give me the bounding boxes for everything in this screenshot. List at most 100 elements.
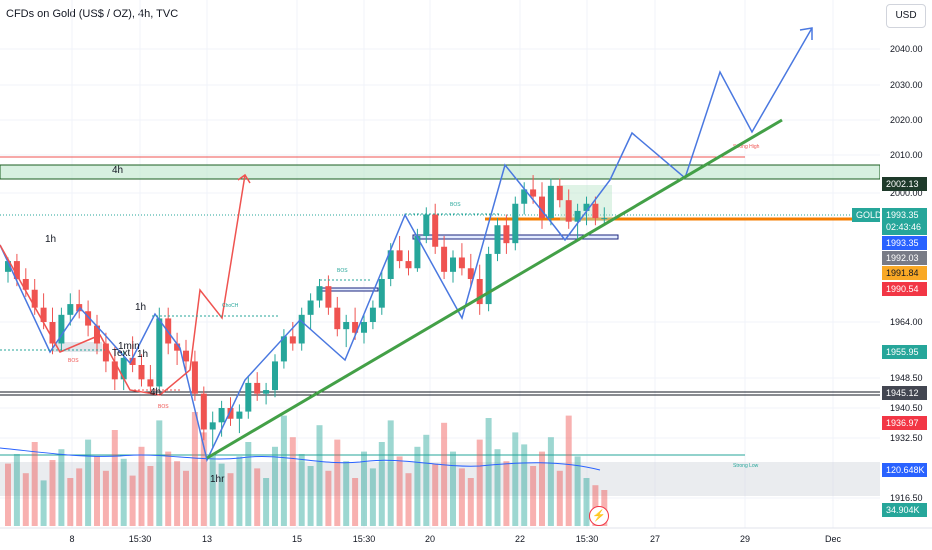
candle <box>556 178 563 208</box>
price-label-level-1945: 1945.12 <box>882 386 927 400</box>
svg-text:1991.84: 1991.84 <box>886 268 919 278</box>
grid <box>0 0 880 528</box>
volume-bar <box>530 466 537 526</box>
volume-bar <box>191 412 198 526</box>
svg-text:120.648K: 120.648K <box>886 465 925 475</box>
volume-bar <box>521 444 528 526</box>
volume-bar <box>236 456 243 526</box>
price-tick: 2030.00 <box>890 80 923 90</box>
volume-bar <box>352 478 359 526</box>
projection-path[interactable] <box>0 27 813 463</box>
ann-1h-b: 1h <box>135 302 146 313</box>
time-axis[interactable] <box>0 528 880 550</box>
strong-low-zone[interactable] <box>0 462 880 496</box>
volume-bar <box>40 480 47 526</box>
price-label-volume-last: 34.904K <box>882 503 927 517</box>
candle <box>49 307 56 355</box>
svg-text:1945.12: 1945.12 <box>886 388 919 398</box>
candle <box>174 332 181 365</box>
time-axis-ticks: 8 15:30 13 15 15:30 20 22 15:30 27 29 Dec <box>69 534 841 544</box>
volume-bar <box>254 468 261 526</box>
trendline[interactable] <box>206 118 783 460</box>
time-tick: Dec <box>825 534 842 544</box>
volume-bar <box>325 470 332 526</box>
volume-bar <box>307 466 314 526</box>
candle <box>120 350 127 391</box>
volume-bar <box>120 458 127 526</box>
volume-bar <box>405 473 412 526</box>
time-tick: 15:30 <box>129 534 152 544</box>
price-label-volume-ma: 120.648K <box>882 463 927 477</box>
time-tick: 27 <box>650 534 660 544</box>
volume-bar <box>512 432 519 526</box>
volume-bar <box>458 468 465 526</box>
volume-bar <box>31 442 38 526</box>
volume-bar <box>22 473 29 526</box>
volume-bar <box>503 461 510 526</box>
volume-bar <box>361 451 367 526</box>
svg-text:1993.35: 1993.35 <box>886 238 919 248</box>
candle <box>236 404 243 434</box>
svg-text:1936.97: 1936.97 <box>886 418 919 428</box>
candle <box>485 246 492 312</box>
candle <box>138 354 145 387</box>
ann-1min: 1min <box>118 341 140 352</box>
svg-text:GOLD: GOLD <box>856 210 882 220</box>
price-label-gray-price: 1992.03 <box>882 251 927 265</box>
candle <box>218 400 225 437</box>
candle <box>574 203 581 240</box>
tradingview-logo-icon[interactable]: ⚡ <box>589 506 609 526</box>
volume-bar <box>280 415 287 526</box>
svg-text:1990.54: 1990.54 <box>886 284 919 294</box>
candle <box>467 253 474 287</box>
price-tick: 2040.00 <box>890 44 923 54</box>
candle <box>183 339 189 373</box>
candle <box>58 307 65 351</box>
candle <box>334 296 341 337</box>
volume-bar <box>174 461 181 526</box>
candles <box>5 175 608 448</box>
candle <box>147 365 154 394</box>
supply-zone[interactable] <box>0 164 881 180</box>
volume-bars <box>5 412 608 526</box>
price-tick: 2010.00 <box>890 150 923 160</box>
strong-high-label: Strong High <box>733 144 760 150</box>
candle <box>156 307 163 391</box>
candle <box>245 375 252 419</box>
candle <box>263 382 270 405</box>
volume-bar <box>316 425 323 526</box>
time-tick: 15:30 <box>353 534 376 544</box>
candle <box>441 236 448 279</box>
volume-bar <box>485 418 492 526</box>
currency-button[interactable]: USD <box>886 4 926 28</box>
candle <box>200 386 207 441</box>
volume-bar <box>85 439 92 526</box>
volume-bar <box>156 420 163 526</box>
ann-text: Text <box>112 348 131 359</box>
svg-text:2002.13: 2002.13 <box>886 179 919 189</box>
candle <box>378 271 385 315</box>
volume-bar <box>129 475 136 526</box>
ann-4h: 4h <box>112 165 123 176</box>
volume-bar <box>49 460 56 526</box>
candle <box>476 264 483 315</box>
candle <box>494 218 501 262</box>
chart-title: CFDs on Gold (US$ / OZ), 4h, TVC <box>6 8 179 20</box>
candle <box>76 289 83 319</box>
candle <box>432 203 439 254</box>
svg-text:1955.95: 1955.95 <box>886 347 919 357</box>
candle <box>316 279 323 308</box>
volume-bar <box>76 468 83 526</box>
time-tick: 15:30 <box>576 534 599 544</box>
volume-bar <box>592 485 599 526</box>
volume-bar <box>547 437 554 526</box>
volume-bar <box>58 449 65 526</box>
candle <box>423 207 430 244</box>
price-label-blue-price: 1993.35 <box>882 236 927 250</box>
red-arrow-path[interactable] <box>0 174 246 396</box>
volume-bar <box>183 470 189 526</box>
candle <box>298 307 305 351</box>
candle <box>565 189 572 229</box>
time-tick: 13 <box>202 534 212 544</box>
